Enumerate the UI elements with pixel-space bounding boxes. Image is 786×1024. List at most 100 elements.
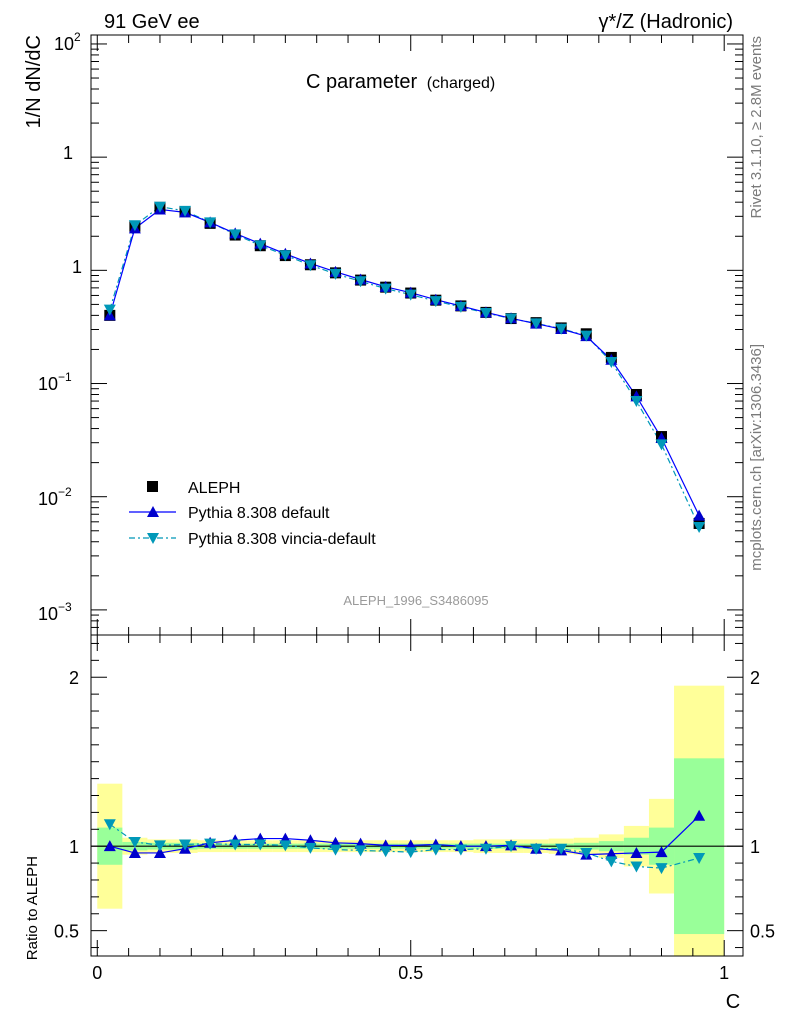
vincia-point (454, 301, 467, 313)
vincia-point (605, 356, 618, 368)
vincia-point (404, 289, 417, 301)
ratio-vincia-point (304, 842, 317, 854)
legend-label-vincia: Pythia 8.308 vincia-default (188, 531, 376, 548)
x-tick-label: 0 (92, 963, 102, 983)
ratio-default-point (655, 846, 668, 858)
vincia-point (530, 318, 543, 330)
y-tick-label-1: 1 (72, 257, 82, 277)
vincia-point (630, 396, 643, 408)
ratio-vincia-point (279, 840, 292, 852)
vincia-point (655, 439, 668, 451)
vincia-point (254, 240, 267, 252)
uncertainty-bands (97, 685, 725, 956)
ratio-line-default (109, 815, 700, 856)
analysis-label: ALEPH_1996_S3486095 (343, 593, 488, 608)
legend-label-aleph: ALEPH (188, 480, 240, 497)
default-point (693, 509, 706, 521)
legend: ALEPH Pythia 8.308 default Pythia 8.308 … (129, 480, 376, 548)
vincia-point (693, 521, 706, 533)
ratio-vincia-point (530, 843, 543, 855)
main-y-tick-labels: 102 1 1 10−1 10−2 10−3 (38, 30, 82, 624)
ratio-vincia-point (229, 839, 242, 851)
ratio-vincia-point (404, 847, 417, 859)
ratio-vincia-point (479, 843, 492, 855)
ratio-y-tick-label: 1 (69, 837, 79, 857)
main-series (103, 201, 706, 533)
legend-marker-aleph (147, 481, 158, 492)
ratio-default-point (693, 809, 706, 821)
vincia-point (379, 283, 392, 295)
vincia-point (279, 250, 292, 262)
x-axis-label: C (726, 991, 740, 1013)
ratio-y-tick-label: 2 (69, 668, 79, 688)
y-tick-label-0.1: 10−1 (38, 370, 72, 394)
ratio-y-tick-label-right: 1 (750, 837, 760, 857)
legend-marker-default (147, 506, 159, 517)
legend-marker-vincia (147, 533, 159, 544)
vincia-point (128, 220, 141, 232)
ratio-vincia-point (153, 840, 166, 852)
ratio-default-point (605, 847, 618, 859)
y-tick-label-10: 1 (63, 143, 73, 163)
vincia-point (354, 276, 367, 288)
ratio-default-point (153, 846, 166, 858)
chart-title-main: C parameter (306, 71, 417, 93)
ratio-vincia-point (354, 845, 367, 857)
x-tick-label: 0.5 (398, 963, 423, 983)
vincia-point (555, 323, 568, 335)
mcplots-label: mcplots.cern.ch [arXiv:1306.3436] (748, 344, 765, 571)
vincia-point (204, 217, 217, 229)
main-axis-ticks (91, 35, 743, 636)
ratio-axis-ticks (91, 635, 743, 956)
chart-title: C parameter (charged) (306, 71, 495, 93)
x-tick-label: 1 (719, 963, 729, 983)
ratio-vincia-point (254, 839, 267, 851)
ratio-panel: 0.5 0.5 1 1 2 2 0 0.5 1 Ratio to ALEPH C (24, 634, 775, 1013)
ratio-y-axis-label: Ratio to ALEPH (24, 856, 41, 960)
ratio-y-tick-label-right: 2 (750, 668, 760, 688)
ratio-vincia-point (329, 844, 342, 856)
ratio-series (103, 809, 706, 875)
chart-title-note: (charged) (427, 75, 495, 92)
vincia-point (580, 330, 593, 342)
vincia-point (229, 229, 242, 241)
ratio-vincia-point (103, 819, 116, 831)
ratio-y-tick-label-right: 0.5 (750, 922, 775, 942)
y-tick-label-0.01: 10−2 (38, 485, 72, 509)
ratio-vincia-point (605, 856, 618, 868)
header-right: γ*/Z (Hadronic) (599, 11, 733, 33)
ratio-vincia-point (179, 839, 192, 851)
vincia-point (479, 307, 492, 319)
ratio-vincia-point (505, 841, 518, 853)
y-tick-label-0.001: 10−3 (38, 600, 72, 624)
ratio-vincia-point (204, 838, 217, 850)
main-panel: 1/N dN/dC C parameter (charged) ALEPH_19… (23, 30, 744, 636)
vincia-point (429, 296, 442, 308)
ratio-vincia-point (555, 843, 568, 855)
vincia-point (103, 304, 116, 316)
ratio-vincia-point (655, 863, 668, 875)
vincia-point (505, 313, 518, 325)
ratio-vincia-point (630, 861, 643, 873)
ratio-tick-labels: 0.5 0.5 1 1 2 2 0 0.5 1 (54, 668, 775, 983)
ratio-y-tick-label: 0.5 (54, 922, 79, 942)
header-left: 91 GeV ee (104, 11, 200, 33)
vincia-point (153, 201, 166, 213)
ratio-default-point (128, 846, 141, 858)
vincia-point (304, 260, 317, 272)
vincia-point (179, 205, 192, 217)
ratio-vincia-point (454, 844, 467, 856)
main-y-axis-label: 1/N dN/dC (23, 35, 45, 128)
ratio-vincia-point (693, 853, 706, 865)
ratio-vincia-point (379, 846, 392, 858)
ratio-default-point (103, 840, 116, 852)
vincia-point (329, 268, 342, 280)
ratio-vincia-point (429, 844, 442, 856)
ratio-default-point (304, 834, 317, 846)
ratio-vincia-point (128, 836, 141, 848)
rivet-label: Rivet 3.1.10, ≥ 2.8M events (748, 36, 765, 219)
ratio-frame (90, 634, 744, 957)
legend-label-default: Pythia 8.308 default (188, 505, 330, 522)
y-tick-label-100: 102 (54, 30, 81, 54)
